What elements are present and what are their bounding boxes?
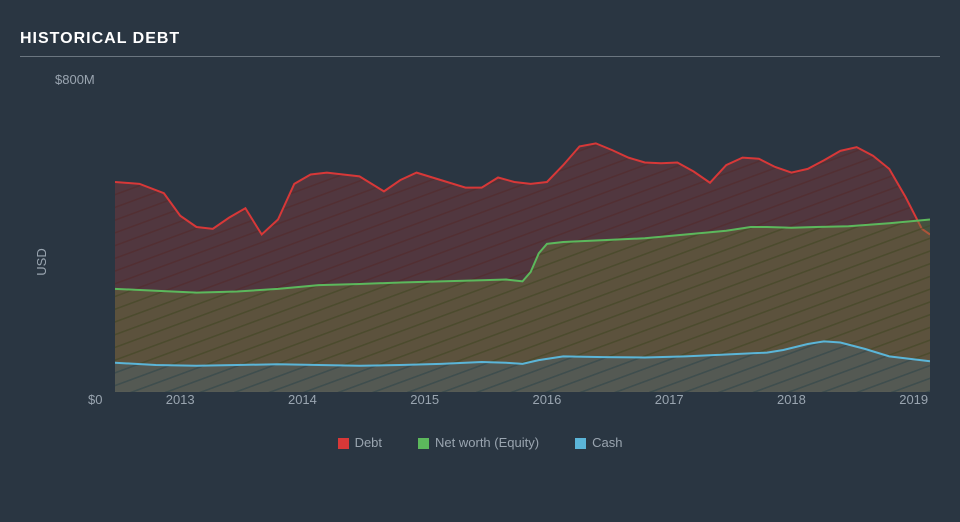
legend-label: Debt — [355, 435, 382, 450]
plot-area — [115, 92, 930, 392]
x-tick-2016: 2016 — [532, 392, 561, 407]
x-tick-2019: 2019 — [899, 392, 928, 407]
chart-container: HISTORICAL DEBT $800M USD $0 — [0, 0, 960, 522]
legend-swatch — [418, 438, 429, 449]
x-tick-2015: 2015 — [410, 392, 439, 407]
y-axis-label: USD — [34, 248, 49, 275]
legend-item-net-worth-equity-: Net worth (Equity) — [418, 435, 539, 450]
title-divider — [20, 56, 940, 57]
legend-label: Cash — [592, 435, 622, 450]
x-tick-2014: 2014 — [288, 392, 317, 407]
chart-area: $800M USD $0 — [20, 72, 940, 452]
legend: Debt Net worth (Equity) Cash — [20, 434, 940, 452]
chart-svg — [115, 92, 930, 392]
x-axis-labels: 2013 2014 2015 2016 2017 2018 2019 — [115, 392, 930, 412]
x-tick-2017: 2017 — [655, 392, 684, 407]
y-min-label: $0 — [88, 392, 102, 407]
y-max-label: $800M — [55, 72, 95, 87]
x-tick-2018: 2018 — [777, 392, 806, 407]
legend-swatch — [575, 438, 586, 449]
legend-item-cash: Cash — [575, 435, 622, 450]
x-tick-2013: 2013 — [166, 392, 195, 407]
legend-swatch — [338, 438, 349, 449]
legend-label: Net worth (Equity) — [435, 435, 539, 450]
chart-title: HISTORICAL DEBT — [20, 30, 940, 48]
legend-item-debt: Debt — [338, 435, 382, 450]
